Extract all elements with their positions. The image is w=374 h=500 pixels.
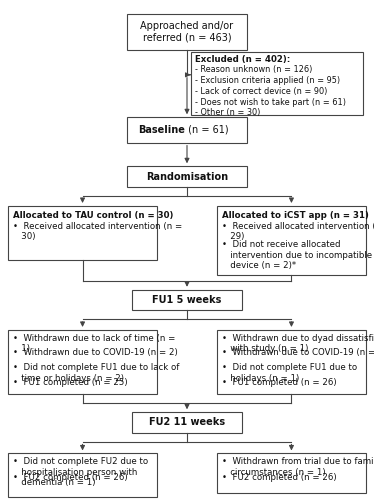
Text: - Other (n = 30): - Other (n = 30) — [195, 108, 260, 118]
Text: •  Withdrawn due to dyad dissatisfied
   with study (n = 1): • Withdrawn due to dyad dissatisfied wit… — [222, 334, 374, 353]
Text: •  Did not complete FU1 due to lack of
   time or holidays (n = 2): • Did not complete FU1 due to lack of ti… — [13, 363, 179, 382]
Text: Approached and/or
referred (n = 463): Approached and/or referred (n = 463) — [141, 21, 233, 43]
Text: FU1 5 weeks: FU1 5 weeks — [152, 295, 222, 305]
Text: •  Withdrawn due to COVID-19 (n = 3): • Withdrawn due to COVID-19 (n = 3) — [222, 348, 374, 358]
FancyBboxPatch shape — [126, 117, 248, 142]
Text: - Reason unknown (n = 126): - Reason unknown (n = 126) — [195, 66, 312, 74]
Text: Allocated to iCST app (n = 31): Allocated to iCST app (n = 31) — [222, 211, 368, 220]
FancyBboxPatch shape — [217, 330, 366, 394]
FancyBboxPatch shape — [8, 206, 157, 260]
Text: FU2 11 weeks: FU2 11 weeks — [149, 418, 225, 428]
FancyBboxPatch shape — [126, 166, 248, 187]
FancyBboxPatch shape — [8, 454, 157, 498]
FancyBboxPatch shape — [8, 330, 157, 394]
Text: Randomisation: Randomisation — [146, 172, 228, 181]
FancyBboxPatch shape — [217, 454, 366, 492]
Text: •  FU2 completed (n = 26): • FU2 completed (n = 26) — [13, 473, 127, 482]
Text: •  FU1 completed (n = 26): • FU1 completed (n = 26) — [222, 378, 336, 387]
FancyBboxPatch shape — [126, 14, 248, 51]
FancyBboxPatch shape — [132, 412, 242, 433]
Text: - Exclusion criteria applied (n = 95): - Exclusion criteria applied (n = 95) — [195, 76, 340, 85]
Text: •  Did not receive allocated
   intervention due to incompatible
   device (n = : • Did not receive allocated intervention… — [222, 240, 372, 270]
Text: •  Withdrawn due to COVID-19 (n = 2): • Withdrawn due to COVID-19 (n = 2) — [13, 348, 178, 358]
Text: Excluded (n = 402):: Excluded (n = 402): — [195, 56, 290, 64]
Text: •  FU1 completed (n = 25): • FU1 completed (n = 25) — [13, 378, 127, 387]
Text: •  Withdrawn from trial due to family
   circumstances (n = 1): • Withdrawn from trial due to family cir… — [222, 458, 374, 476]
Text: •  Did not complete FU2 due to
   hospitalisation person with
   dementia (n = 1: • Did not complete FU2 due to hospitalis… — [13, 458, 148, 487]
Text: Allocated to TAU control (n = 30): Allocated to TAU control (n = 30) — [13, 211, 173, 220]
Text: •  Did not complete FU1 due to
   holidays (n = 1): • Did not complete FU1 due to holidays (… — [222, 363, 357, 382]
Text: •  FU2 completed (n = 26): • FU2 completed (n = 26) — [222, 473, 336, 482]
FancyBboxPatch shape — [217, 206, 366, 274]
FancyBboxPatch shape — [191, 52, 363, 116]
Text: (n = 61): (n = 61) — [185, 125, 229, 135]
Text: Baseline: Baseline — [138, 125, 185, 135]
Text: - Lack of correct device (n = 90): - Lack of correct device (n = 90) — [195, 87, 328, 96]
FancyBboxPatch shape — [132, 290, 242, 310]
Text: •  Withdrawn due to lack of time (n =
   1): • Withdrawn due to lack of time (n = 1) — [13, 334, 175, 353]
Text: - Does not wish to take part (n = 61): - Does not wish to take part (n = 61) — [195, 98, 346, 106]
Text: •  Received allocated intervention (n =
   30): • Received allocated intervention (n = 3… — [13, 222, 182, 241]
Text: •  Received allocated intervention (n =
   29): • Received allocated intervention (n = 2… — [222, 222, 374, 241]
